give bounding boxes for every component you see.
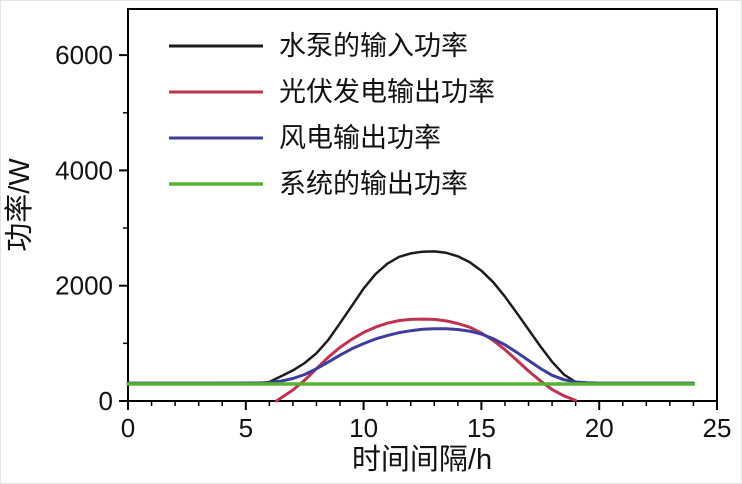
series-line-2 (126, 327, 695, 385)
x-tick-label: 5 (239, 413, 253, 443)
y-axis-label: 功率/W (3, 158, 36, 252)
y-tick-label: 2000 (55, 271, 113, 301)
generated-plot: 0 5 10 15 20 25 0 2000 4000 6000 水泵的输入功率光伏发电输出功率风电… (55, 8, 732, 443)
x-tick-label: 0 (121, 413, 135, 443)
series-line-1 (274, 317, 578, 403)
x-tick-label: 25 (703, 413, 732, 443)
x-tick-label: 20 (585, 413, 614, 443)
legend-label-1: 光伏发电输出功率 (279, 77, 495, 107)
x-axis-label: 时间间隔/h (352, 443, 492, 476)
series-line-0 (126, 250, 695, 385)
legend-label-3: 系统的输出功率 (279, 169, 468, 199)
x-tick-label: 15 (467, 413, 496, 443)
legend-label-0: 水泵的输入功率 (279, 31, 468, 61)
plot-border (127, 8, 718, 402)
y-tick-label: 4000 (55, 155, 113, 185)
x-tick-label: 10 (349, 413, 378, 443)
y-tick-label: 0 (99, 386, 113, 416)
y-tick-label: 6000 (55, 40, 113, 70)
legend-label-2: 风电输出功率 (279, 123, 441, 153)
